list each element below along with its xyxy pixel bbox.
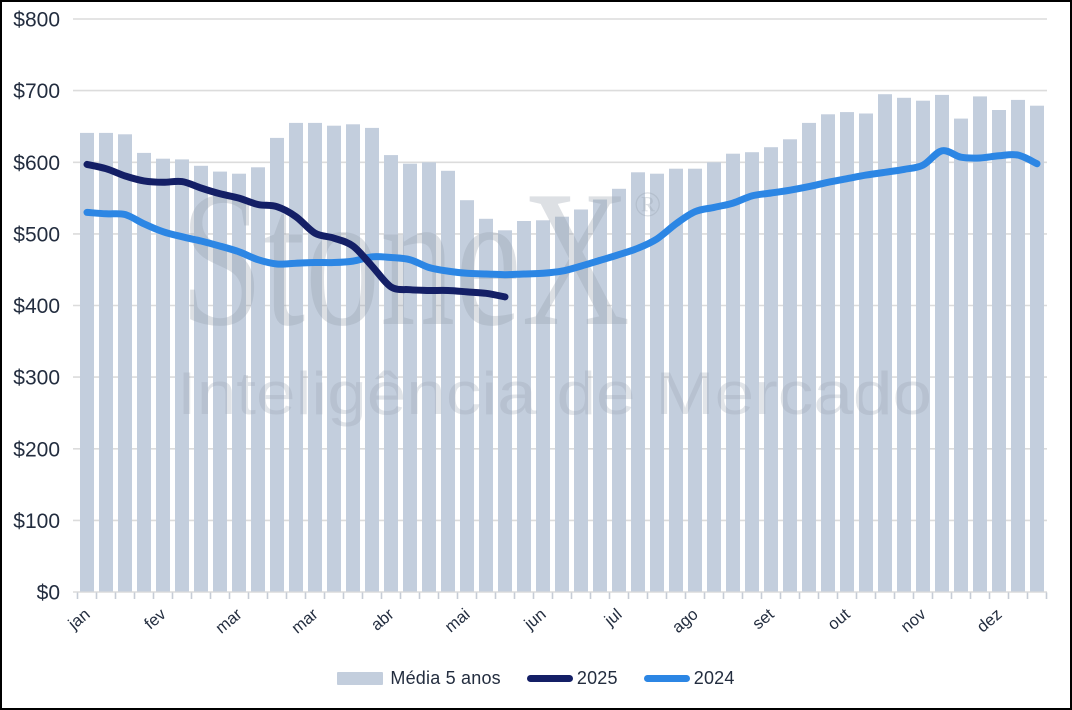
bar-media-5-anos [650, 173, 664, 592]
bar-media-5-anos [745, 152, 759, 592]
y-axis-label: $600 [13, 152, 60, 175]
x-axis-month-label: abr [368, 605, 398, 634]
legend-label: Média 5 anos [390, 668, 501, 688]
x-axis-month-label: mar [212, 605, 246, 637]
y-axis-label: $700 [13, 80, 60, 103]
bar-media-5-anos [99, 132, 113, 592]
x-axis-month-label: mai [442, 605, 474, 636]
bar-media-5-anos [992, 110, 1006, 592]
x-axis-month-label: nov [898, 605, 931, 636]
watermark-subtitle-text: Inteligência de Mercado [177, 360, 932, 427]
bar-media-5-anos [1011, 99, 1025, 592]
y-axis-label: $200 [13, 438, 60, 461]
chart-legend: Média 5 anos 2025 2024 [2, 668, 1070, 689]
x-axis-month-label: jul [601, 605, 626, 630]
line-swatch-icon [643, 675, 690, 682]
bar-media-5-anos [802, 122, 816, 592]
x-axis-month-label: fev [141, 605, 170, 633]
line-swatch-icon [526, 675, 573, 682]
y-axis-label: $0 [37, 582, 60, 605]
legend-label: 2024 [693, 668, 735, 688]
x-axis-month-label: jan [64, 605, 93, 634]
bar-media-5-anos [593, 199, 607, 592]
bar-media-5-anos [365, 127, 379, 592]
bar-media-5-anos [840, 112, 854, 592]
x-axis-month-label: dez [974, 605, 1006, 636]
y-axis-label: $500 [13, 223, 60, 246]
bar-media-5-anos [479, 218, 493, 592]
watermark-registered-icon: ® [634, 184, 661, 224]
bar-media-5-anos [973, 96, 987, 592]
bar-media-5-anos [441, 170, 455, 592]
bar-media-5-anos [137, 152, 151, 592]
bar-media-5-anos [726, 153, 740, 592]
bar-media-5-anos [555, 216, 569, 592]
bar-media-5-anos [251, 167, 265, 592]
stonex-watermark: StoneX ®Inteligência de Mercado [177, 151, 932, 427]
bar-media-5-anos [631, 172, 645, 592]
bar-media-5-anos [897, 97, 911, 592]
x-axis-month-label: set [749, 605, 778, 633]
y-axis-label: $800 [13, 9, 60, 32]
bar-media-5-anos [688, 168, 702, 592]
y-axis-label: $100 [13, 510, 60, 533]
line-2025 [83, 160, 509, 301]
bar-media-5-anos [175, 159, 189, 592]
bar-media-5-anos [460, 200, 474, 592]
y-axis-label: $300 [13, 367, 60, 390]
bar-media-5-anos [1030, 105, 1044, 592]
bar-media-5-anos [213, 171, 227, 592]
x-axis-month-label: jun [520, 605, 549, 634]
legend-label: 2025 [576, 668, 618, 688]
bar-media-5-anos [403, 163, 417, 592]
x-axis-month-label: ago [669, 605, 702, 636]
bar-media-5-anos [954, 118, 968, 592]
x-axis-month-label: out [824, 605, 853, 634]
bar-media-5-anos [308, 122, 322, 592]
bar-media-5-anos [574, 209, 588, 592]
bar-swatch-icon [337, 672, 384, 685]
bar-media-5-anos [821, 114, 835, 592]
bar-media-5-anos [232, 173, 246, 592]
bar-media-5-anos [118, 134, 132, 592]
bar-media-5-anos [859, 113, 873, 592]
bar-media-5-anos [384, 155, 398, 592]
bar-media-5-anos [536, 220, 550, 592]
bar-media-5-anos [612, 188, 626, 592]
bar-media-5-anos [669, 168, 683, 592]
y-axis-label: $400 [13, 295, 60, 318]
legend-item-2024: 2024 [643, 668, 735, 689]
legend-item-2025: 2025 [526, 668, 618, 689]
bar-media-5-anos [517, 221, 531, 592]
bar-media-5-anos [194, 165, 208, 592]
bar-media-5-anos [156, 158, 170, 592]
bar-media-5-anos [764, 147, 778, 592]
x-axis-month-label: mar [288, 605, 322, 637]
bar-media-5-anos [878, 94, 892, 592]
bar-media-5-anos [935, 94, 949, 592]
bar-media-5-anos [270, 137, 284, 592]
bar-media-5-anos [916, 100, 930, 592]
bar-media-5-anos [783, 139, 797, 592]
bar-media-5-anos [289, 122, 303, 592]
line-2024 [83, 147, 1041, 279]
legend-item-media-5-anos: Média 5 anos [337, 668, 501, 689]
bar-media-5-anos [80, 132, 94, 592]
bar-media-5-anos [707, 162, 721, 592]
bar-media-5-anos [498, 230, 512, 592]
